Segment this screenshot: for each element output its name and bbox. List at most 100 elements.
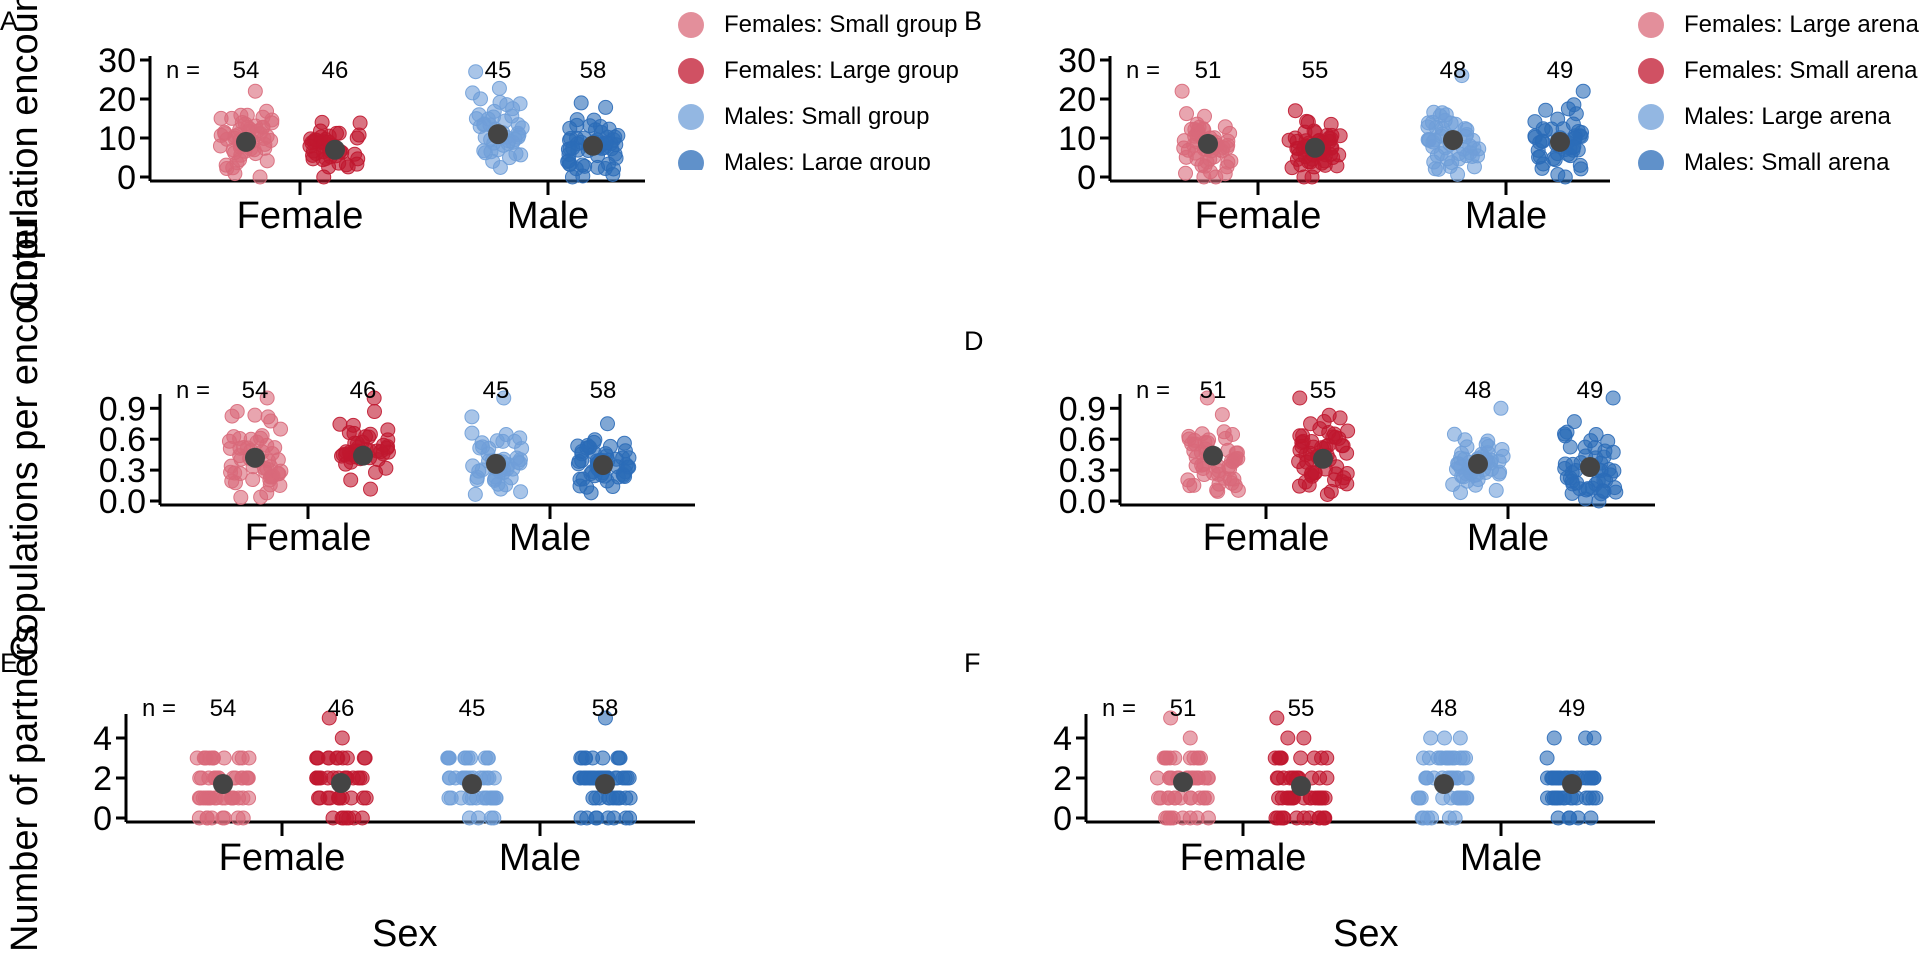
data-point xyxy=(1455,469,1471,485)
data-point xyxy=(259,390,275,406)
data-point xyxy=(368,464,384,480)
data-point xyxy=(1494,441,1510,457)
data-point xyxy=(1560,101,1576,117)
data-point xyxy=(1459,439,1475,455)
data-point xyxy=(230,810,246,826)
legend-label: Males: Small group xyxy=(724,103,930,130)
data-point xyxy=(229,155,245,171)
data-point xyxy=(224,408,240,424)
data-point xyxy=(1546,730,1562,746)
data-point xyxy=(1326,426,1342,442)
data-point xyxy=(1312,421,1328,437)
legend-swatch xyxy=(678,12,704,38)
data-point xyxy=(1425,139,1441,155)
data-point xyxy=(1323,131,1339,147)
mean-marker xyxy=(595,774,615,794)
data-point xyxy=(1323,483,1339,499)
y-tick-label: 2 xyxy=(1053,760,1072,798)
y-axis-label-row2: Copulations per encounter xyxy=(4,216,46,662)
data-point xyxy=(1174,83,1190,99)
legend-swatch xyxy=(1638,150,1664,170)
data-point xyxy=(579,810,595,826)
x-tick-label: Female xyxy=(1195,195,1322,237)
x-tick-label: Female xyxy=(219,837,346,879)
data-point xyxy=(579,479,595,495)
data-point xyxy=(1312,770,1328,786)
data-point xyxy=(234,770,250,786)
data-point xyxy=(227,475,243,491)
data-point xyxy=(1214,407,1230,423)
data-point xyxy=(570,456,586,472)
data-point xyxy=(247,407,263,423)
mean-marker xyxy=(1550,131,1570,152)
legend-label: Females: Small group xyxy=(724,11,958,38)
data-point xyxy=(1323,116,1339,132)
data-point xyxy=(1534,133,1550,149)
data-point xyxy=(1583,770,1599,786)
y-tick-label: 20 xyxy=(98,81,136,119)
data-point xyxy=(1163,710,1179,726)
data-point xyxy=(259,461,275,477)
data-point xyxy=(1227,478,1243,494)
legend-item: Females: Large arena xyxy=(1638,10,1919,40)
data-point xyxy=(253,430,269,446)
data-point xyxy=(1274,790,1290,806)
x-tick-label: Male xyxy=(1467,517,1549,559)
data-point xyxy=(1217,119,1233,135)
mean-marker xyxy=(1305,137,1325,158)
data-point xyxy=(1340,423,1356,439)
data-point xyxy=(503,470,519,486)
data-point xyxy=(1302,790,1318,806)
data-point xyxy=(224,790,240,806)
data-point xyxy=(1411,790,1427,806)
data-point xyxy=(464,409,480,425)
legend-label: Males: Large group xyxy=(724,149,931,170)
mean-marker xyxy=(331,773,351,793)
panel-label-a: A xyxy=(0,6,19,36)
mean-marker xyxy=(1562,774,1582,794)
data-point xyxy=(491,80,507,96)
data-point xyxy=(1159,750,1175,766)
mean-marker xyxy=(213,774,233,794)
mean-marker xyxy=(1580,457,1600,478)
data-point xyxy=(1606,463,1622,479)
data-point xyxy=(320,790,336,806)
data-point xyxy=(1550,810,1566,826)
data-point xyxy=(1179,106,1195,122)
x-tick-label: Female xyxy=(237,195,364,237)
data-point xyxy=(223,458,239,474)
y-tick-label: 0 xyxy=(1077,159,1096,197)
data-point xyxy=(467,486,483,502)
n-count-label: 48 xyxy=(1440,57,1467,84)
data-point xyxy=(1178,165,1194,181)
data-point xyxy=(1459,770,1475,786)
x-tick-label: Female xyxy=(1180,837,1307,879)
panel-label-d: D xyxy=(964,326,984,356)
data-point xyxy=(1557,460,1573,476)
data-point xyxy=(514,120,530,136)
data-point xyxy=(441,750,457,766)
data-point xyxy=(1450,456,1466,472)
data-point xyxy=(1557,428,1573,444)
legend-item: Males: Large arena xyxy=(1638,102,1891,132)
n-count-label: 48 xyxy=(1431,695,1458,722)
data-point xyxy=(1336,470,1352,486)
n-prefix-label: n = xyxy=(176,377,210,404)
data-point xyxy=(366,404,382,420)
n-count-label: 45 xyxy=(459,695,486,722)
n-count-label: 58 xyxy=(592,695,619,722)
data-point xyxy=(1448,116,1464,132)
legend-left: Females: Small group Females: Large grou… xyxy=(678,10,960,170)
data-point xyxy=(468,64,484,80)
data-point xyxy=(1176,133,1192,149)
data-point xyxy=(263,413,279,429)
data-point xyxy=(1272,750,1288,766)
data-point xyxy=(1455,750,1471,766)
data-point xyxy=(1182,478,1198,494)
data-point xyxy=(508,146,524,162)
data-point xyxy=(263,133,279,149)
y-tick-label: 0.6 xyxy=(99,421,146,459)
legend-swatch xyxy=(678,104,704,130)
data-point xyxy=(245,472,261,488)
mean-marker xyxy=(325,139,345,160)
